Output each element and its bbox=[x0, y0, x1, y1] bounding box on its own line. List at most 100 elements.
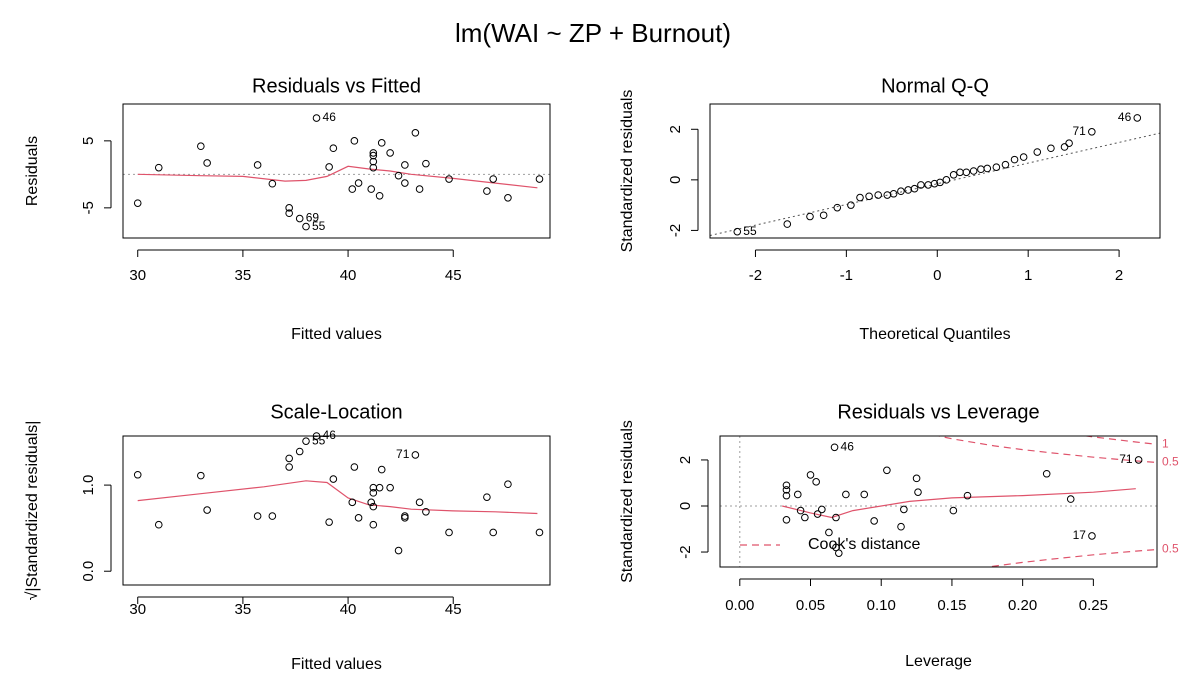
plot-area bbox=[137, 480, 538, 515]
smooth-line bbox=[782, 488, 1136, 519]
point bbox=[793, 490, 802, 499]
y-axis-label: Residuals bbox=[24, 136, 41, 206]
point bbox=[401, 512, 409, 520]
point bbox=[535, 528, 544, 537]
point-label: 71 bbox=[1119, 452, 1133, 466]
x-tick-label: 40 bbox=[340, 601, 357, 618]
point bbox=[889, 189, 898, 198]
point bbox=[1060, 143, 1069, 151]
y-axis-label: √|Standardized residuals| bbox=[24, 421, 41, 601]
point bbox=[295, 214, 304, 223]
y-tick-label: 2 bbox=[677, 456, 694, 464]
point bbox=[285, 463, 293, 471]
point-label: 46 bbox=[1118, 110, 1132, 124]
point bbox=[782, 481, 791, 490]
point bbox=[411, 129, 420, 137]
point bbox=[489, 528, 498, 537]
x-tick-label: 0 bbox=[933, 267, 941, 284]
point bbox=[369, 489, 378, 497]
point bbox=[962, 168, 971, 177]
y-tick-label: 1.0 bbox=[80, 475, 97, 496]
panel-title: Normal Q-Q bbox=[881, 75, 989, 97]
y-tick-label: 0 bbox=[677, 502, 694, 510]
point bbox=[133, 199, 142, 207]
point bbox=[865, 192, 873, 201]
point bbox=[812, 478, 820, 486]
x-axis-label: Fitted values bbox=[291, 326, 382, 343]
point bbox=[197, 142, 205, 151]
point bbox=[783, 220, 792, 228]
point bbox=[377, 139, 386, 147]
point bbox=[504, 194, 512, 202]
point bbox=[348, 498, 357, 507]
point bbox=[354, 514, 363, 522]
plot-box bbox=[122, 435, 551, 586]
point bbox=[375, 483, 384, 492]
point bbox=[930, 179, 939, 188]
point-label: 55 bbox=[312, 219, 326, 233]
point bbox=[154, 163, 163, 172]
point bbox=[949, 170, 958, 179]
point bbox=[806, 471, 815, 479]
plot-area bbox=[123, 165, 550, 189]
point bbox=[367, 185, 376, 193]
point bbox=[883, 466, 891, 475]
point bbox=[369, 502, 378, 511]
point bbox=[422, 507, 430, 516]
point bbox=[445, 175, 453, 183]
plot-box bbox=[122, 103, 551, 239]
point bbox=[936, 178, 944, 187]
point bbox=[914, 488, 922, 496]
point bbox=[197, 471, 205, 480]
y-tick-label: -2 bbox=[677, 545, 694, 558]
point bbox=[1065, 139, 1073, 147]
point-label: 71 bbox=[1072, 124, 1086, 138]
point-label: 55 bbox=[743, 224, 757, 238]
point bbox=[813, 510, 822, 518]
x-tick-label: 35 bbox=[235, 601, 252, 618]
point-label: 46 bbox=[323, 110, 337, 124]
point bbox=[504, 480, 512, 489]
y-tick-label: 0 bbox=[667, 176, 684, 184]
point bbox=[842, 490, 850, 499]
contour-label: 0.5 bbox=[1162, 542, 1179, 556]
point bbox=[411, 451, 420, 459]
panel-title: Residuals vs Leverage bbox=[837, 401, 1039, 423]
y-tick-label: -2 bbox=[667, 224, 684, 237]
point bbox=[377, 465, 386, 474]
contour-label: 1 bbox=[1162, 436, 1169, 450]
x-tick-label: 0.10 bbox=[867, 597, 896, 614]
contour-label: 0.5 bbox=[1162, 455, 1179, 469]
point bbox=[782, 486, 791, 494]
x-tick-label: 0.25 bbox=[1079, 597, 1108, 614]
point bbox=[897, 522, 905, 531]
point bbox=[302, 222, 310, 231]
point-label: 17 bbox=[1073, 528, 1087, 542]
point bbox=[253, 512, 262, 520]
point bbox=[350, 463, 359, 471]
point bbox=[818, 505, 826, 514]
point bbox=[401, 161, 409, 169]
point bbox=[969, 167, 978, 175]
x-tick-label: 45 bbox=[445, 601, 462, 618]
point bbox=[489, 175, 498, 183]
point bbox=[782, 516, 791, 524]
point bbox=[1042, 469, 1051, 478]
point bbox=[733, 227, 742, 236]
x-axis-label: Theoretical Quantiles bbox=[859, 326, 1010, 343]
y-tick-label: 5 bbox=[80, 137, 97, 145]
point bbox=[325, 163, 333, 171]
point bbox=[782, 491, 791, 500]
point bbox=[833, 203, 842, 212]
point bbox=[1066, 495, 1075, 503]
x-tick-label: 30 bbox=[129, 601, 146, 618]
panel-title: Scale-Location bbox=[270, 401, 402, 423]
point bbox=[445, 528, 453, 537]
point bbox=[796, 506, 805, 515]
x-axis-label: Leverage bbox=[905, 653, 972, 670]
point bbox=[203, 506, 211, 514]
point bbox=[1088, 128, 1096, 136]
point bbox=[825, 528, 833, 537]
point-label: 46 bbox=[841, 439, 855, 453]
